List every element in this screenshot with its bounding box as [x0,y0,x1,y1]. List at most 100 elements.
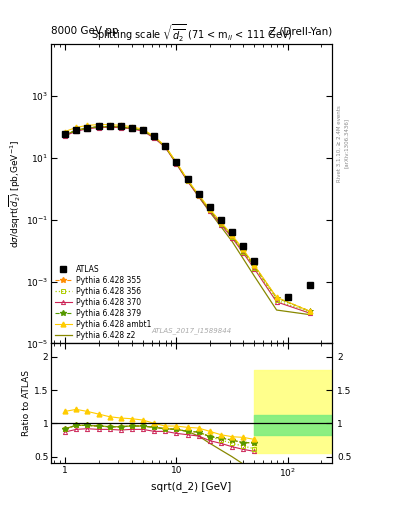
Pythia 6.428 370 [163,144,167,151]
Pythia 6.428 355 [163,144,167,150]
X-axis label: sqrt(d_2) [GeV]: sqrt(d_2) [GeV] [151,481,232,492]
Pythia 6.428 355 [219,220,223,226]
Pythia 6.428 z2 [252,273,257,279]
Pythia 6.428 355 [129,125,134,131]
Pythia 6.428 356 [230,234,234,240]
Pythia 6.428 379 [219,220,223,226]
Pythia 6.428 355 [241,248,246,254]
Pythia 6.428 356 [85,125,90,131]
Pythia 6.428 ambt1 [308,308,312,314]
Pythia 6.428 370 [208,208,212,215]
Pythia 6.428 370 [118,124,123,131]
Pythia 6.428 370 [308,310,312,316]
Pythia 6.428 356 [96,124,101,130]
Pythia 6.428 ambt1 [152,133,156,139]
Pythia 6.428 355 [85,125,90,131]
Pythia 6.428 ambt1 [219,219,223,225]
Line: ATLAS: ATLAS [62,123,313,300]
Text: ATLAS_2017_I1589844: ATLAS_2017_I1589844 [151,328,232,334]
Pythia 6.428 355 [230,233,234,239]
Pythia 6.428 z2 [85,125,90,131]
Pythia 6.428 ambt1 [141,126,145,133]
Pythia 6.428 z2 [274,307,279,313]
Pythia 6.428 ambt1 [185,177,190,183]
Pythia 6.428 370 [141,128,145,134]
Pythia 6.428 379 [308,308,312,314]
ATLAS [196,190,201,197]
Pythia 6.428 379 [174,160,179,166]
Pythia 6.428 ambt1 [196,191,201,198]
Pythia 6.428 355 [274,295,279,301]
Pythia 6.428 379 [118,124,123,130]
Pythia 6.428 z2 [129,125,134,131]
Pythia 6.428 ambt1 [118,122,123,129]
Pythia 6.428 ambt1 [163,143,167,149]
Pythia 6.428 356 [219,221,223,227]
Pythia 6.428 379 [62,132,67,138]
Pythia 6.428 z2 [74,127,79,134]
Legend: ATLAS, Pythia 6.428 355, Pythia 6.428 356, Pythia 6.428 370, Pythia 6.428 379, P: ATLAS, Pythia 6.428 355, Pythia 6.428 35… [55,265,151,339]
Pythia 6.428 355 [118,124,123,130]
Pythia 6.428 370 [274,299,279,305]
Pythia 6.428 z2 [230,238,234,244]
Pythia 6.428 ambt1 [208,206,212,212]
Pythia 6.428 370 [241,250,246,256]
ATLAS [208,204,212,210]
Pythia 6.428 356 [185,178,190,184]
Pythia 6.428 356 [74,127,79,134]
Pythia 6.428 356 [141,127,145,134]
Pythia 6.428 370 [107,124,112,131]
Pythia 6.428 370 [74,128,79,134]
Pythia 6.428 ambt1 [274,294,279,301]
Pythia 6.428 355 [308,308,312,314]
Pythia 6.428 356 [208,207,212,214]
ATLAS [107,123,112,129]
Title: Splitting scale $\sqrt{\overline{d_2}}$ (71 < m$_{ll}$ < 111 GeV): Splitting scale $\sqrt{\overline{d_2}}$ … [91,23,292,44]
Pythia 6.428 370 [252,266,257,272]
Pythia 6.428 356 [241,249,246,255]
Pythia 6.428 379 [96,124,101,130]
Pythia 6.428 379 [252,263,257,269]
Pythia 6.428 z2 [141,127,145,134]
Pythia 6.428 356 [62,132,67,138]
Pythia 6.428 z2 [152,134,156,140]
ATLAS [285,294,290,300]
ATLAS [219,217,223,223]
Y-axis label: Ratio to ATLAS: Ratio to ATLAS [22,370,31,436]
Pythia 6.428 370 [196,194,201,200]
Pythia 6.428 355 [141,127,145,134]
Pythia 6.428 z2 [196,194,201,200]
Pythia 6.428 356 [174,160,179,166]
Pythia 6.428 370 [129,126,134,132]
Pythia 6.428 355 [208,207,212,214]
Pythia 6.428 z2 [174,160,179,166]
Line: Pythia 6.428 356: Pythia 6.428 356 [63,124,312,314]
ATLAS [230,229,234,235]
Pythia 6.428 z2 [62,132,67,138]
Pythia 6.428 379 [208,207,212,214]
Pythia 6.428 z2 [308,312,312,318]
Pythia 6.428 379 [185,178,190,184]
ATLAS [174,159,179,165]
Pythia 6.428 ambt1 [174,159,179,165]
Pythia 6.428 379 [141,127,145,134]
Pythia 6.428 z2 [118,124,123,130]
ATLAS [85,124,90,131]
Pythia 6.428 355 [252,263,257,269]
Pythia 6.428 370 [174,161,179,167]
Pythia 6.428 370 [152,135,156,141]
Pythia 6.428 355 [74,127,79,134]
Pythia 6.428 370 [219,222,223,228]
Line: Pythia 6.428 355: Pythia 6.428 355 [62,124,313,314]
Pythia 6.428 379 [274,295,279,301]
Pythia 6.428 356 [274,297,279,303]
Pythia 6.428 370 [185,178,190,184]
Pythia 6.428 379 [241,248,246,254]
ATLAS [152,133,156,139]
Pythia 6.428 379 [196,193,201,199]
Pythia 6.428 ambt1 [252,262,257,268]
ATLAS [96,123,101,130]
ATLAS [118,123,123,130]
Pythia 6.428 379 [163,144,167,150]
Pythia 6.428 355 [96,124,101,130]
